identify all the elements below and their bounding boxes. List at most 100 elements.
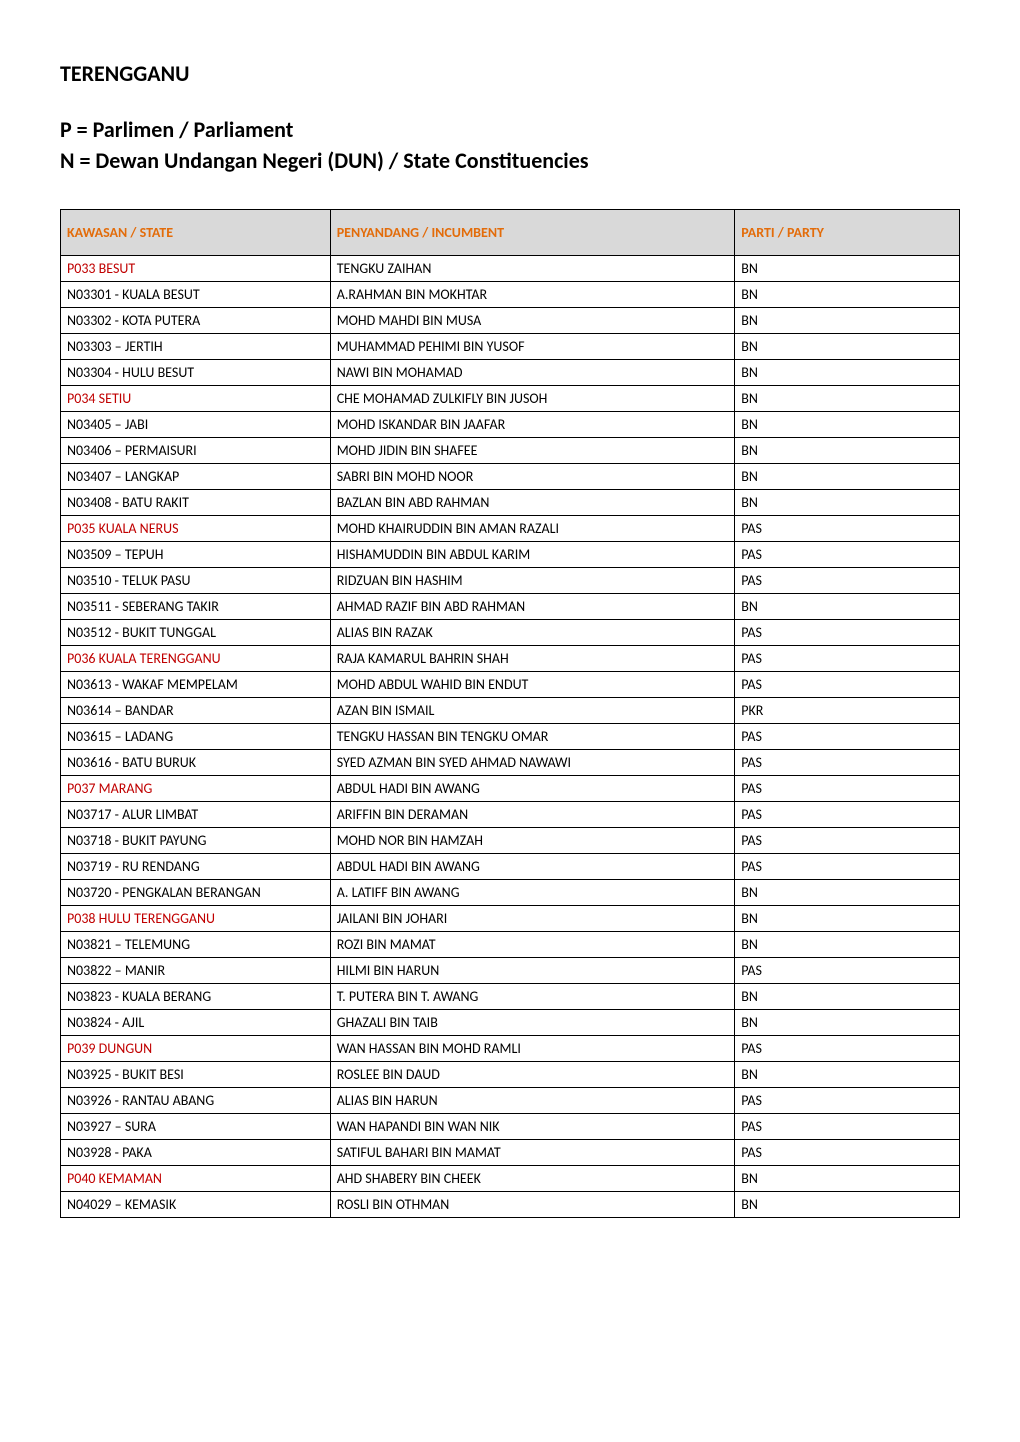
cell-kawasan: P036 KUALA TERENGGANU xyxy=(61,645,331,671)
column-header-parti: PARTI / PARTY xyxy=(735,209,960,255)
cell-kawasan: N03822 – MANIR xyxy=(61,957,331,983)
cell-kawasan: N03925 - BUKIT BESI xyxy=(61,1061,331,1087)
cell-kawasan: P034 SETIU xyxy=(61,385,331,411)
cell-penyandang: MOHD NOR BIN HAMZAH xyxy=(330,827,735,853)
cell-parti: PAS xyxy=(735,1139,960,1165)
table-body: P033 BESUTTENGKU ZAIHANBNN03301 - KUALA … xyxy=(61,255,960,1217)
cell-kawasan: N03614 – BANDAR xyxy=(61,697,331,723)
cell-parti: PAS xyxy=(735,827,960,853)
cell-penyandang: SATIFUL BAHARI BIN MAMAT xyxy=(330,1139,735,1165)
cell-penyandang: ROSLEE BIN DAUD xyxy=(330,1061,735,1087)
cell-kawasan: N03405 – JABI xyxy=(61,411,331,437)
cell-parti: PAS xyxy=(735,749,960,775)
cell-parti: BN xyxy=(735,593,960,619)
table-row: N03510 - TELUK PASURIDZUAN BIN HASHIMPAS xyxy=(61,567,960,593)
cell-penyandang: JAILANI BIN JOHARI xyxy=(330,905,735,931)
table-row: N03926 - RANTAU ABANGALIAS BIN HARUNPAS xyxy=(61,1087,960,1113)
cell-penyandang: HILMI BIN HARUN xyxy=(330,957,735,983)
table-row: N04029 – KEMASIKROSLI BIN OTHMANBN xyxy=(61,1191,960,1217)
table-row: P035 KUALA NERUSMOHD KHAIRUDDIN BIN AMAN… xyxy=(61,515,960,541)
table-row: P039 DUNGUNWAN HASSAN BIN MOHD RAMLIPAS xyxy=(61,1035,960,1061)
table-row: N03512 - BUKIT TUNGGALALIAS BIN RAZAKPAS xyxy=(61,619,960,645)
cell-kawasan: N03717 - ALUR LIMBAT xyxy=(61,801,331,827)
cell-parti: BN xyxy=(735,385,960,411)
cell-parti: BN xyxy=(735,333,960,359)
table-row: N03822 – MANIRHILMI BIN HARUNPAS xyxy=(61,957,960,983)
cell-parti: BN xyxy=(735,1061,960,1087)
cell-kawasan: N03512 - BUKIT TUNGGAL xyxy=(61,619,331,645)
cell-penyandang: AZAN BIN ISMAIL xyxy=(330,697,735,723)
cell-parti: PAS xyxy=(735,801,960,827)
constituencies-table: KAWASAN / STATE PENYANDANG / INCUMBENT P… xyxy=(60,209,960,1218)
cell-parti: BN xyxy=(735,931,960,957)
table-row: N03304 - HULU BESUTNAWI BIN MOHAMADBN xyxy=(61,359,960,385)
cell-parti: PAS xyxy=(735,1035,960,1061)
cell-penyandang: MOHD MAHDI BIN MUSA xyxy=(330,307,735,333)
cell-penyandang: ROZI BIN MAMAT xyxy=(330,931,735,957)
subtitle-line1: P = Parlimen / Parliament xyxy=(60,115,960,146)
cell-parti: BN xyxy=(735,437,960,463)
cell-parti: BN xyxy=(735,359,960,385)
table-row: N03824 - AJILGHAZALI BIN TAIBBN xyxy=(61,1009,960,1035)
cell-parti: PAS xyxy=(735,645,960,671)
cell-parti: BN xyxy=(735,281,960,307)
table-row: N03301 - KUALA BESUTA.RAHMAN BIN MOKHTAR… xyxy=(61,281,960,307)
table-row: N03303 – JERTIHMUHAMMAD PEHIMI BIN YUSOF… xyxy=(61,333,960,359)
cell-penyandang: MOHD ABDUL WAHID BIN ENDUT xyxy=(330,671,735,697)
cell-parti: PAS xyxy=(735,853,960,879)
cell-kawasan: P037 MARANG xyxy=(61,775,331,801)
cell-penyandang: RIDZUAN BIN HASHIM xyxy=(330,567,735,593)
table-row: N03821 – TELEMUNGROZI BIN MAMATBN xyxy=(61,931,960,957)
cell-penyandang: HISHAMUDDIN BIN ABDUL KARIM xyxy=(330,541,735,567)
cell-penyandang: TENGKU HASSAN BIN TENGKU OMAR xyxy=(330,723,735,749)
cell-kawasan: P038 HULU TERENGGANU xyxy=(61,905,331,931)
cell-kawasan: N03928 - PAKA xyxy=(61,1139,331,1165)
cell-kawasan: N03926 - RANTAU ABANG xyxy=(61,1087,331,1113)
cell-parti: BN xyxy=(735,489,960,515)
table-row: P038 HULU TERENGGANUJAILANI BIN JOHARIBN xyxy=(61,905,960,931)
table-row: N03925 - BUKIT BESIROSLEE BIN DAUDBN xyxy=(61,1061,960,1087)
table-header-row: KAWASAN / STATE PENYANDANG / INCUMBENT P… xyxy=(61,209,960,255)
table-row: P033 BESUTTENGKU ZAIHANBN xyxy=(61,255,960,281)
cell-kawasan: N03718 - BUKIT PAYUNG xyxy=(61,827,331,853)
cell-parti: PAS xyxy=(735,723,960,749)
cell-kawasan: N03303 – JERTIH xyxy=(61,333,331,359)
cell-parti: BN xyxy=(735,307,960,333)
page-title: TERENGGANU xyxy=(60,60,960,87)
cell-kawasan: N03406 – PERMAISURI xyxy=(61,437,331,463)
cell-parti: BN xyxy=(735,255,960,281)
cell-parti: PKR xyxy=(735,697,960,723)
cell-parti: PAS xyxy=(735,671,960,697)
cell-kawasan: N03301 - KUALA BESUT xyxy=(61,281,331,307)
cell-kawasan: N03824 - AJIL xyxy=(61,1009,331,1035)
cell-penyandang: A.RAHMAN BIN MOKHTAR xyxy=(330,281,735,307)
cell-penyandang: MOHD ISKANDAR BIN JAAFAR xyxy=(330,411,735,437)
cell-penyandang: AHMAD RAZIF BIN ABD RAHMAN xyxy=(330,593,735,619)
table-row: N03406 – PERMAISURIMOHD JIDIN BIN SHAFEE… xyxy=(61,437,960,463)
table-row: N03927 – SURAWAN HAPANDI BIN WAN NIKPAS xyxy=(61,1113,960,1139)
cell-parti: PAS xyxy=(735,1113,960,1139)
cell-penyandang: WAN HASSAN BIN MOHD RAMLI xyxy=(330,1035,735,1061)
cell-kawasan: N03616 - BATU BURUK xyxy=(61,749,331,775)
table-row: N03720 - PENGKALAN BERANGANA. LATIFF BIN… xyxy=(61,879,960,905)
table-row: N03509 – TEPUHHISHAMUDDIN BIN ABDUL KARI… xyxy=(61,541,960,567)
table-row: N03928 - PAKASATIFUL BAHARI BIN MAMATPAS xyxy=(61,1139,960,1165)
cell-penyandang: BAZLAN BIN ABD RAHMAN xyxy=(330,489,735,515)
cell-penyandang: ALIAS BIN RAZAK xyxy=(330,619,735,645)
table-row: N03614 – BANDARAZAN BIN ISMAILPKR xyxy=(61,697,960,723)
table-row: P036 KUALA TERENGGANURAJA KAMARUL BAHRIN… xyxy=(61,645,960,671)
cell-parti: PAS xyxy=(735,567,960,593)
cell-kawasan: N03509 – TEPUH xyxy=(61,541,331,567)
cell-kawasan: N03615 – LADANG xyxy=(61,723,331,749)
table-row: P040 KEMAMANAHD SHABERY BIN CHEEKBN xyxy=(61,1165,960,1191)
column-header-kawasan: KAWASAN / STATE xyxy=(61,209,331,255)
cell-penyandang: MOHD KHAIRUDDIN BIN AMAN RAZALI xyxy=(330,515,735,541)
table-row: N03511 - SEBERANG TAKIRAHMAD RAZIF BIN A… xyxy=(61,593,960,619)
cell-penyandang: MOHD JIDIN BIN SHAFEE xyxy=(330,437,735,463)
cell-kawasan: P033 BESUT xyxy=(61,255,331,281)
cell-parti: BN xyxy=(735,411,960,437)
cell-penyandang: WAN HAPANDI BIN WAN NIK xyxy=(330,1113,735,1139)
cell-kawasan: N03408 - BATU RAKIT xyxy=(61,489,331,515)
cell-parti: PAS xyxy=(735,541,960,567)
table-row: N03405 – JABIMOHD ISKANDAR BIN JAAFARBN xyxy=(61,411,960,437)
